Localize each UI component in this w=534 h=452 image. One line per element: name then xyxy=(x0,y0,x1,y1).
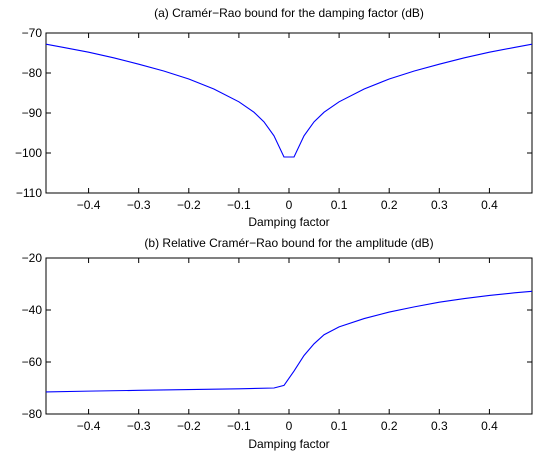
chart-a-x-tick-label: −0.2 xyxy=(177,198,201,212)
chart-a-x-tick-label: −0.1 xyxy=(227,198,251,212)
chart-b-title: (b) Relative Cramér−Rao bound for the am… xyxy=(144,236,433,250)
chart-b-x-tick-label: 0.4 xyxy=(481,419,498,433)
chart-a-x-tick-label: 0.4 xyxy=(481,198,498,212)
chart-b-y-tick-label: −40 xyxy=(22,303,43,317)
chart-a-x-tick-label: 0.3 xyxy=(431,198,448,212)
chart-a-x-tick-label: 0 xyxy=(286,198,293,212)
chart-b-x-tick-label: 0.3 xyxy=(431,419,448,433)
chart-b-x-tick-label: −0.4 xyxy=(77,419,101,433)
chart-b-x-axis-label: Damping factor xyxy=(248,437,329,451)
chart-a-x-tick-label: −0.3 xyxy=(127,198,151,212)
chart-a-x-tick-label: 0.1 xyxy=(331,198,348,212)
chart-b-x-tick-label: −0.1 xyxy=(227,419,251,433)
chart-a-y-tick-label: −70 xyxy=(22,26,43,40)
chart-a-ticks: −0.4 −0.3 −0.2 −0.1 0 0.1 0.2 0.3 0.4 −110 −100 −90… xyxy=(15,26,532,212)
chart-a-y-tick-label: −110 xyxy=(16,186,42,200)
chart-b-series-line xyxy=(45,290,533,393)
chart-b-x-tick-label: 0.1 xyxy=(331,419,348,433)
chart-a-x-axis-label: Damping factor xyxy=(248,215,329,229)
chart-b-x-tick-label: 0 xyxy=(286,419,293,433)
chart-a-x-tick-label: −0.4 xyxy=(77,198,101,212)
chart-b-series xyxy=(45,290,533,393)
chart-a-series xyxy=(45,43,533,158)
chart-b-x-tick-label: 0.2 xyxy=(381,419,398,433)
chart-b-y-tick-label: −60 xyxy=(22,355,43,369)
chart-a-y-tick-label: −80 xyxy=(22,66,43,80)
chart-a-plot-area xyxy=(45,32,533,194)
chart-a-series-line xyxy=(45,43,533,158)
chart-a-y-tick-label: −100 xyxy=(15,146,42,160)
chart-b-y-tick-label: −20 xyxy=(22,251,43,265)
chart-b-ticks: −0.4 −0.3 −0.2 −0.1 0 0.1 0.2 0.3 0.4 −80 −60 −40 −2… xyxy=(22,251,532,433)
chart-panel-b: (b) Relative Cramér−Rao bound for the am… xyxy=(22,236,533,451)
chart-b-x-tick-label: −0.2 xyxy=(177,419,201,433)
chart-panel-a: (a) Cramér−Rao bound for the damping fac… xyxy=(15,6,533,229)
chart-b-x-tick-label: −0.3 xyxy=(127,419,151,433)
chart-a-title: (a) Cramér−Rao bound for the damping fac… xyxy=(154,6,424,20)
chart-b-y-tick-label: −80 xyxy=(22,407,43,421)
chart-a-x-tick-label: 0.2 xyxy=(381,198,398,212)
chart-a-y-tick-label: −90 xyxy=(22,106,43,120)
